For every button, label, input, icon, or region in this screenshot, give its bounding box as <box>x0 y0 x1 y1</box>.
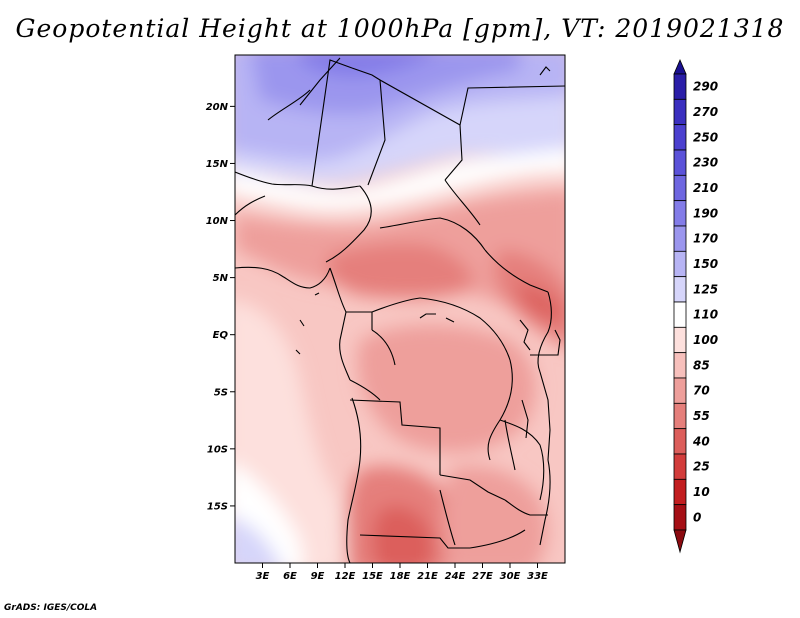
colorbar-swatch <box>673 225 687 252</box>
colorbar-swatch <box>673 301 687 328</box>
lon-tick-label: 27E <box>472 571 493 582</box>
colorbar-swatch <box>673 124 687 151</box>
colorbar-swatch <box>673 276 687 303</box>
colorbar-label: 25 <box>693 460 710 474</box>
colorbar-swatch <box>673 200 687 227</box>
lon-tick-label: 12E <box>335 571 356 582</box>
colorbar-swatch <box>673 352 687 379</box>
colorbar-top-arrow <box>673 58 687 75</box>
colorbar-label: 70 <box>693 384 710 398</box>
lon-tick-label: 21E <box>417 571 438 582</box>
colorbar-label: 0 <box>693 510 701 524</box>
lat-tick-label: 15S <box>207 501 228 512</box>
lon-tick-label: 33E <box>527 571 548 582</box>
height-field <box>235 55 565 563</box>
colorbar-swatch <box>673 504 687 531</box>
colorbar-label: 290 <box>693 80 718 94</box>
lat-tick-label: 15N <box>206 159 229 170</box>
colorbar-swatch <box>673 326 687 354</box>
colorbar-label: 210 <box>693 181 718 195</box>
latitude-axis: 20N 15N 10N 5N EQ 5S 10S 15S <box>206 102 235 512</box>
colorbar-label: 100 <box>693 333 718 347</box>
colorbar-swatch <box>673 428 687 455</box>
lat-tick-label: 5N <box>213 273 229 284</box>
lon-tick-label: 24E <box>445 571 466 582</box>
lat-tick-label: 20N <box>206 102 229 113</box>
colorbar-label: 125 <box>693 282 718 296</box>
colorbar-label: 40 <box>692 434 710 448</box>
colorbar-swatch <box>673 149 687 176</box>
colorbar-label: 270 <box>693 105 718 119</box>
colorbar-swatch <box>673 377 687 404</box>
colorbar-label: 230 <box>693 156 718 170</box>
colorbar-swatch <box>673 250 687 278</box>
longitude-axis: 3E 6E 9E 12E 15E 18E 21E 24E 27E 30E 33E <box>256 563 548 582</box>
lon-tick-label: 30E <box>500 571 521 582</box>
lon-tick-label: 15E <box>362 571 383 582</box>
colorbar-swatch <box>673 73 687 100</box>
colorbar-swatch <box>673 174 687 202</box>
footer-credit: GrADS: IGES/COLA <box>4 603 98 613</box>
colorbar-label: 150 <box>693 257 718 271</box>
lon-tick-label: 9E <box>311 571 325 582</box>
lat-tick-label: 5S <box>214 387 228 398</box>
lat-tick-label: 10N <box>206 216 229 227</box>
colorbar-swatch <box>673 478 687 506</box>
lon-tick-label: 18E <box>390 571 411 582</box>
colorbar-label: 85 <box>693 358 710 372</box>
colorbar-swatch <box>673 98 687 126</box>
colorbar-bottom-arrow <box>673 529 687 554</box>
colorbar: 2902702502302101901701501251101008570554… <box>673 58 718 554</box>
country-borders <box>235 57 565 563</box>
lat-tick-label: EQ <box>213 330 229 341</box>
colorbar-label: 10 <box>693 485 710 499</box>
colorbar-label: 190 <box>693 206 718 220</box>
lat-tick-label: 10S <box>207 444 228 455</box>
lon-tick-label: 6E <box>283 571 297 582</box>
colorbar-label: 170 <box>693 232 718 246</box>
colorbar-label: 110 <box>693 308 718 322</box>
lon-tick-label: 3E <box>256 571 270 582</box>
colorbar-label: 250 <box>693 130 718 144</box>
colorbar-swatch <box>673 402 687 430</box>
colorbar-swatch <box>673 453 687 480</box>
chart-title: Geopotential Height at 1000hPa [gpm], VT… <box>15 14 785 43</box>
colorbar-label: 55 <box>693 409 710 423</box>
